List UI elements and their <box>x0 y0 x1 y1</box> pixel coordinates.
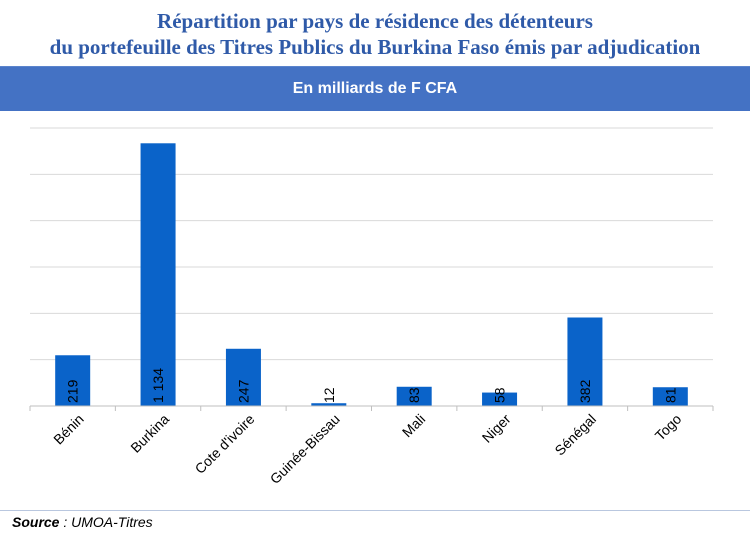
bar <box>396 386 432 406</box>
source-label: Source <box>12 514 60 530</box>
bar <box>311 403 347 406</box>
x-axis <box>29 405 714 411</box>
data-label: 1 134 <box>150 368 166 403</box>
unit-banner-text: En milliards de F CFA <box>292 80 458 97</box>
x-tick-label: Mali <box>399 411 428 440</box>
x-tick-label: Cote d'ivoire <box>192 411 258 477</box>
bar <box>140 143 176 406</box>
x-tick-label: Bénin <box>50 411 87 448</box>
x-tick-label: Burkina <box>127 411 172 456</box>
bar <box>652 387 688 406</box>
x-tick-label: Guinée-Bissau <box>267 411 343 487</box>
gridlines <box>30 127 713 361</box>
data-label: 12 <box>321 387 337 403</box>
bar <box>567 317 603 406</box>
bar <box>55 355 91 406</box>
x-tick-label: Niger <box>479 411 514 446</box>
data-label: 83 <box>406 387 422 403</box>
source-text: : UMOA-Titres <box>59 514 153 530</box>
data-label: 219 <box>65 379 81 403</box>
bar <box>482 392 518 406</box>
bars <box>55 143 688 406</box>
title-line-1: Répartition par pays de résidence des dé… <box>157 9 593 33</box>
x-tick-label: Togo <box>652 411 685 444</box>
source-note: Source : UMOA-Titres <box>12 514 153 530</box>
title-line-2: du portefeuille des Titres Publics du Bu… <box>49 35 701 59</box>
bar <box>225 348 261 406</box>
footer-divider <box>0 510 750 511</box>
bar-chart: 219 1 134 247 12 83 58 382 81 Bénin Burkina Cote … <box>29 127 714 487</box>
unit-banner: En milliards de F CFA <box>0 66 750 111</box>
chart-title: Répartition par pays de résidence des dé… <box>0 8 750 60</box>
data-label: 247 <box>235 379 251 403</box>
data-label: 382 <box>577 379 593 403</box>
x-tick-labels: Bénin Burkina Cote d'ivoire Guinée-Bissau Ma… <box>50 411 684 487</box>
data-label: 58 <box>492 387 508 403</box>
data-label: 81 <box>662 387 678 403</box>
data-labels: 219 1 134 247 12 83 58 382 81 <box>65 368 679 403</box>
x-tick-label: Sénégal <box>551 411 599 459</box>
